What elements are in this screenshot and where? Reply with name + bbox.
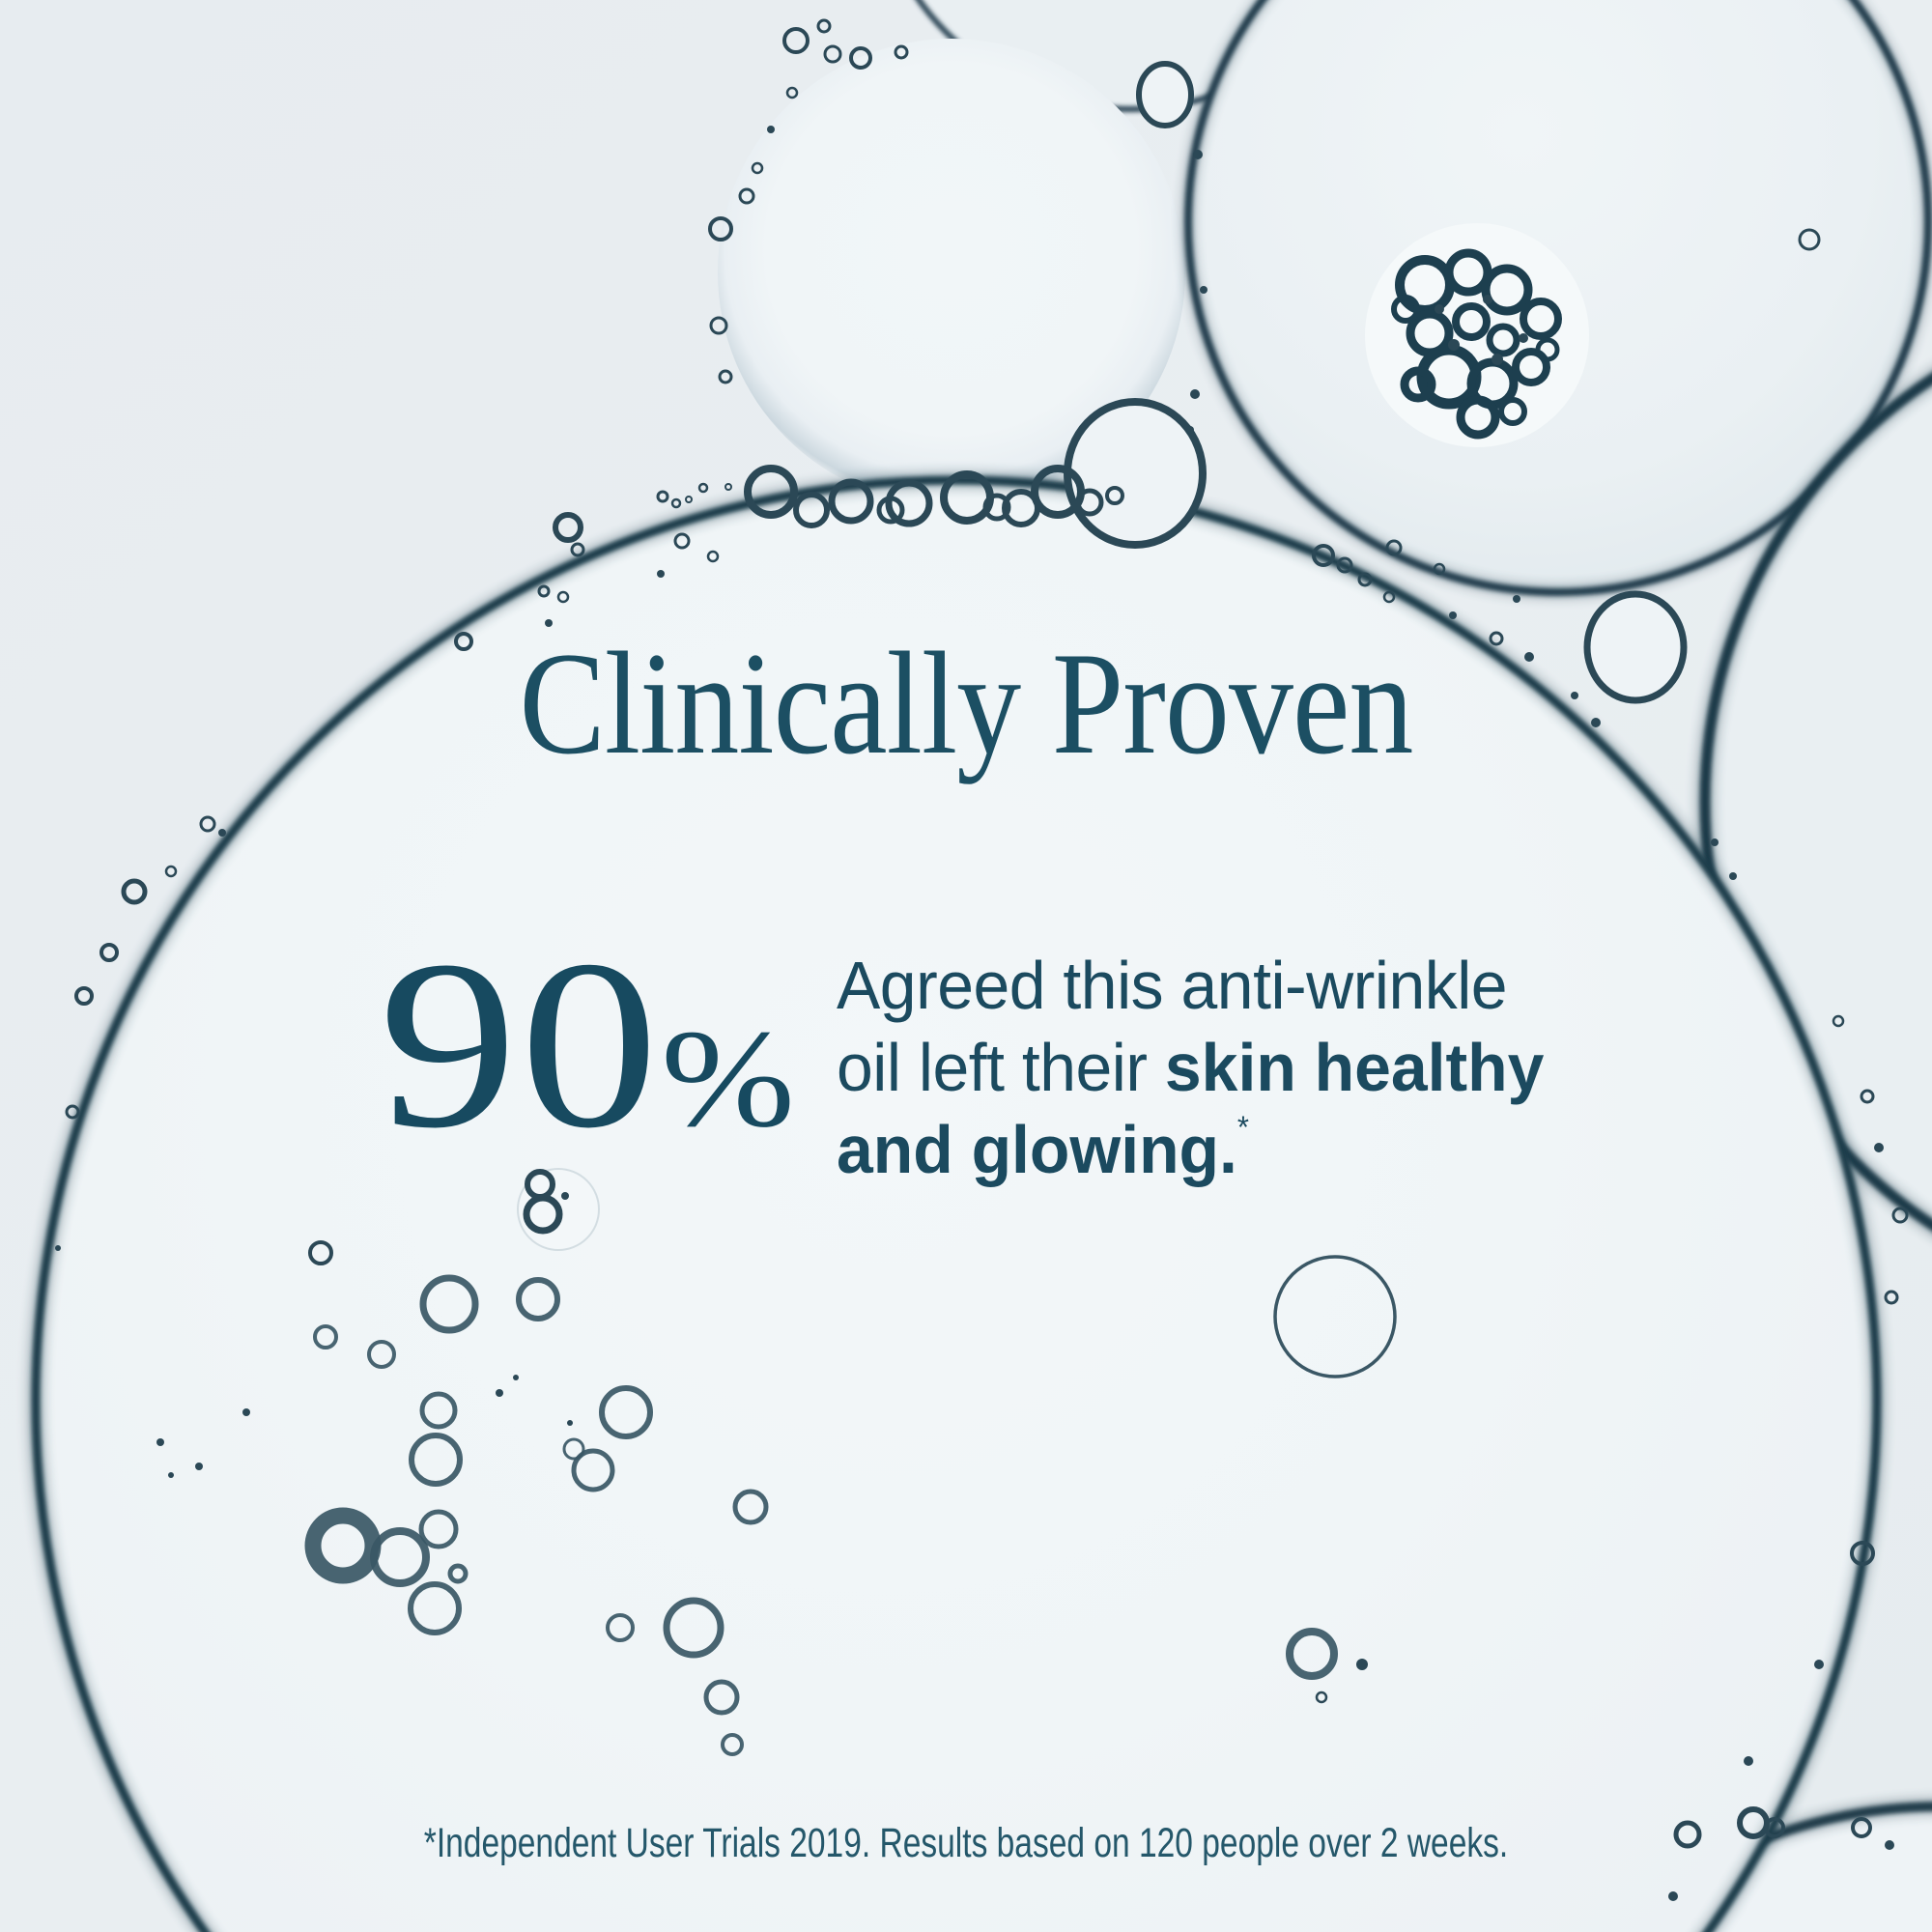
top-scatter-bubbles [708,18,1208,434]
headline: Clinically Proven [519,622,1414,784]
claim-line-2: oil left their skin healthy [837,1030,1545,1105]
stat: 90% [379,924,795,1166]
claim-text: Agreed this anti-wrinkle oil left their … [837,945,1544,1204]
claim-line-1: Agreed this anti-wrinkle [837,948,1508,1023]
claim-line-3: and glowing.* [837,1110,1249,1187]
footnote-asterisk: * [1236,1110,1249,1145]
top-center-bubble [718,39,1185,506]
interior-ring-bubbles [1273,1255,1397,1704]
footnote-text: *Independent User Trials 2019. Results b… [423,1820,1509,1866]
interior-bubble-cluster [156,1274,769,1756]
stat-percent-sign: % [661,1002,796,1156]
top-right-bubble [1181,0,1932,599]
figure-eight-bubble [517,1168,600,1251]
rim-bead-bubbles [454,465,1601,727]
micro-bubble-cluster [1365,223,1589,447]
stat-value: 90 [379,911,662,1179]
right-rim-beads [1668,838,1909,1901]
left-rim-beads [55,815,333,1265]
